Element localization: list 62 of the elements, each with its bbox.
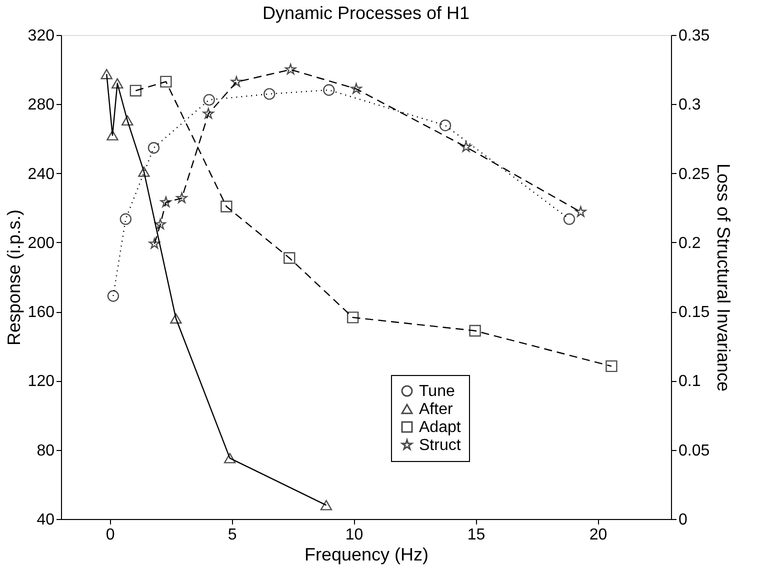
y-tick-label: 160 — [28, 304, 55, 322]
point — [346, 312, 359, 324]
point — [606, 360, 618, 372]
legend-label: Adapt — [419, 419, 462, 436]
point — [563, 213, 576, 225]
y2-tick-label: 0.2 — [678, 234, 701, 252]
x-axis-title: Frequency (Hz) — [304, 544, 429, 564]
point — [112, 78, 124, 89]
y2-tick-label: 0.25 — [678, 166, 710, 183]
x-tick-label: 20 — [589, 526, 608, 544]
point — [138, 166, 150, 177]
x-tick-label: 15 — [467, 526, 486, 544]
point — [148, 238, 160, 249]
point — [154, 218, 166, 230]
point — [285, 64, 296, 74]
point — [460, 141, 472, 152]
y-tick-label: 320 — [28, 28, 55, 44]
legend-label: Tune — [419, 383, 455, 400]
point — [230, 76, 242, 87]
point — [160, 196, 172, 208]
y2-tick-label: 0.05 — [678, 442, 710, 460]
point — [120, 213, 132, 225]
legend-label: Struct — [419, 437, 462, 454]
point — [106, 130, 118, 140]
point — [203, 94, 215, 106]
point — [264, 88, 276, 100]
y-tick-label: 80 — [36, 442, 55, 460]
point — [160, 76, 172, 88]
y2-tick-label: 0 — [678, 512, 688, 528]
x-tick-label: 5 — [228, 526, 237, 544]
y-tick-label: 40 — [36, 512, 55, 528]
point — [202, 108, 214, 119]
y-tick-label: 200 — [28, 234, 55, 252]
y-tick-label: 240 — [28, 166, 55, 183]
y-tick-label: 120 — [28, 373, 55, 390]
point — [130, 84, 142, 97]
y2-tick-label: 0.35 — [678, 28, 710, 44]
point — [122, 115, 134, 126]
y2-tick-label: 0.1 — [678, 373, 701, 390]
point — [575, 206, 586, 217]
legend-label: After — [419, 401, 454, 418]
point — [284, 252, 296, 264]
y-tick-label: 280 — [28, 96, 55, 114]
point — [176, 192, 188, 204]
point — [220, 200, 232, 212]
point — [439, 120, 452, 132]
y-axis-title: Response (i.p.s.) — [4, 209, 24, 346]
point — [469, 324, 481, 337]
point — [170, 313, 182, 324]
point — [148, 142, 160, 154]
y2-axis-title: Loss of Structural Invariance — [714, 163, 734, 392]
x-tick-label: 0 — [106, 526, 115, 544]
point — [100, 68, 112, 80]
point — [107, 290, 120, 302]
y2-tick-label: 0.15 — [678, 304, 710, 322]
chart-title: Dynamic Processes of H1 — [262, 3, 470, 23]
point — [224, 453, 236, 464]
point — [323, 84, 335, 96]
x-tick-label: 10 — [345, 526, 364, 544]
point — [350, 83, 362, 94]
point — [320, 500, 332, 510]
y2-tick-label: 0.3 — [678, 96, 701, 114]
